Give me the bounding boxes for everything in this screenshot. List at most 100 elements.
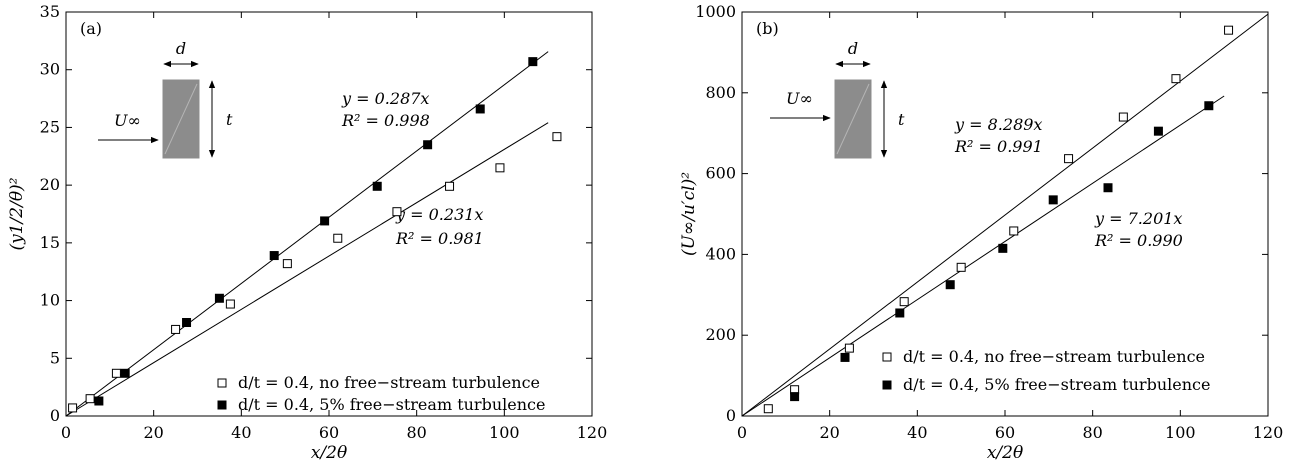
data-point-filled: [1048, 195, 1058, 205]
data-point-filled: [182, 318, 192, 328]
data-point-open: [392, 207, 402, 217]
y-tick-label: 1000: [695, 2, 736, 21]
x-tick-label: 100: [1165, 423, 1196, 442]
legend: d/t = 0.4, no free−stream turbulence d/t …: [217, 373, 545, 414]
legend-marker-1: [217, 400, 227, 410]
data-point-open: [844, 343, 854, 353]
y-tick-label: 10: [40, 291, 60, 310]
data-point-filled: [895, 308, 905, 318]
x-tick-label: 60: [319, 423, 339, 442]
data-point-open: [111, 368, 121, 378]
data-point-open: [171, 324, 181, 334]
data-point-filled: [475, 104, 485, 114]
x-axis-label: x/2θ: [311, 443, 347, 463]
x-tick-label: 20: [143, 423, 163, 442]
y-tick-label: 200: [705, 325, 736, 344]
x-tick-label: 20: [819, 423, 839, 442]
panel-label: (b): [756, 19, 779, 38]
fit-equation-1: y = 7.201x: [1094, 209, 1182, 228]
x-tick-label: 120: [1253, 423, 1284, 442]
fit-r-squared-1: R² = 0.981: [395, 229, 484, 248]
x-tick-label: 40: [231, 423, 251, 442]
x-tick-label: 120: [577, 423, 608, 442]
y-axis-label: (y1/2/θ)²: [7, 177, 27, 250]
y-tick-label: 0: [50, 406, 60, 425]
plot-frame: [65, 11, 593, 417]
fit-equation-0: y = 0.287x: [341, 89, 429, 108]
x-tick-label: 0: [737, 423, 747, 442]
y-axis-label: (U∞/u′cl)²: [679, 172, 699, 256]
x-axis-label: x/2θ: [987, 443, 1023, 463]
y-tick-label: 800: [705, 83, 736, 102]
panel-label: (a): [80, 19, 102, 38]
chart-panel-a: 0 20 40 60 80 100 120 0 5 10 15 20 25 30 35 x/2θ (y1/2/θ…: [7, 2, 607, 463]
data-point-open: [68, 403, 78, 413]
data-point-open: [763, 404, 773, 414]
bluff-body-hatch: [164, 83, 198, 155]
data-point-filled: [1103, 183, 1113, 193]
width-label: d: [176, 39, 186, 58]
inset-schematic: U∞ d t: [98, 39, 233, 159]
data-point-open: [1064, 154, 1074, 164]
data-point-filled: [945, 280, 955, 290]
y-tick-label: 600: [705, 164, 736, 183]
data-point-open: [282, 259, 292, 269]
legend-label-1: d/t = 0.4, 5% free−stream turbulence: [238, 395, 545, 414]
velocity-label: U∞: [786, 89, 813, 108]
legend-label-0: d/t = 0.4, no free−stream turbulence: [903, 347, 1205, 366]
fit-r-squared-0: R² = 0.998: [341, 111, 430, 130]
chart-panel-b: 0 20 40 60 80 100 120 0 200 400 600 800 1000 x/2θ (U∞/…: [679, 2, 1283, 463]
data-point-open: [1224, 25, 1234, 35]
y-tick-label: 35: [40, 2, 60, 21]
data-point-open: [1009, 226, 1019, 236]
x-tick-label: 40: [907, 423, 927, 442]
x-tick-label: 0: [61, 423, 71, 442]
legend-marker-0: [217, 378, 227, 388]
fit-r-squared-1: R² = 0.990: [1094, 231, 1183, 250]
data-point-open: [445, 181, 455, 191]
fit-line-1: [65, 122, 549, 417]
data-point-open: [899, 297, 909, 307]
legend-marker-1: [882, 380, 892, 390]
y-tick-label: 30: [40, 60, 60, 79]
data-point-open: [956, 262, 966, 272]
velocity-label: U∞: [114, 111, 141, 130]
legend-label-0: d/t = 0.4, no free−stream turbulence: [238, 373, 540, 392]
data-point-open: [1171, 74, 1181, 84]
x-tick-label: 80: [406, 423, 426, 442]
legend-marker-0: [882, 352, 892, 362]
x-tick-label: 60: [995, 423, 1015, 442]
data-point-filled: [528, 57, 538, 67]
fit-equation-0: y = 8.289x: [954, 115, 1042, 134]
y-tick-label: 400: [705, 244, 736, 263]
width-label: d: [848, 39, 858, 58]
bluff-body-hatch: [836, 83, 870, 155]
data-point-filled: [840, 352, 850, 362]
data-point-filled: [1153, 126, 1163, 136]
data-point-open: [552, 132, 562, 142]
y-tick-label: 20: [40, 175, 60, 194]
data-point-filled: [372, 181, 382, 191]
y-tick-label: 5: [50, 348, 60, 367]
data-point-filled: [120, 368, 130, 378]
data-point-filled: [214, 293, 224, 303]
x-tick-label: 80: [1082, 423, 1102, 442]
data-point-open: [85, 394, 95, 404]
x-tick-label: 100: [489, 423, 520, 442]
data-point-open: [333, 233, 343, 243]
data-point-filled: [269, 251, 279, 261]
y-tick-label: 15: [40, 233, 60, 252]
data-point-filled: [320, 216, 330, 226]
legend: d/t = 0.4, no free−stream turbulence d/t …: [882, 347, 1210, 394]
fit-equation-1: y = 0.231x: [395, 205, 483, 224]
fit-line-0: [65, 51, 549, 417]
data-point-filled: [998, 243, 1008, 253]
fit-r-squared-0: R² = 0.991: [954, 137, 1043, 156]
y-tick-label: 0: [726, 406, 736, 425]
inset-schematic: U∞ d t: [770, 39, 905, 159]
thickness-label: t: [898, 110, 905, 129]
y-tick-label: 25: [40, 117, 60, 136]
data-point-filled: [423, 140, 433, 150]
data-point-open: [1118, 112, 1128, 122]
